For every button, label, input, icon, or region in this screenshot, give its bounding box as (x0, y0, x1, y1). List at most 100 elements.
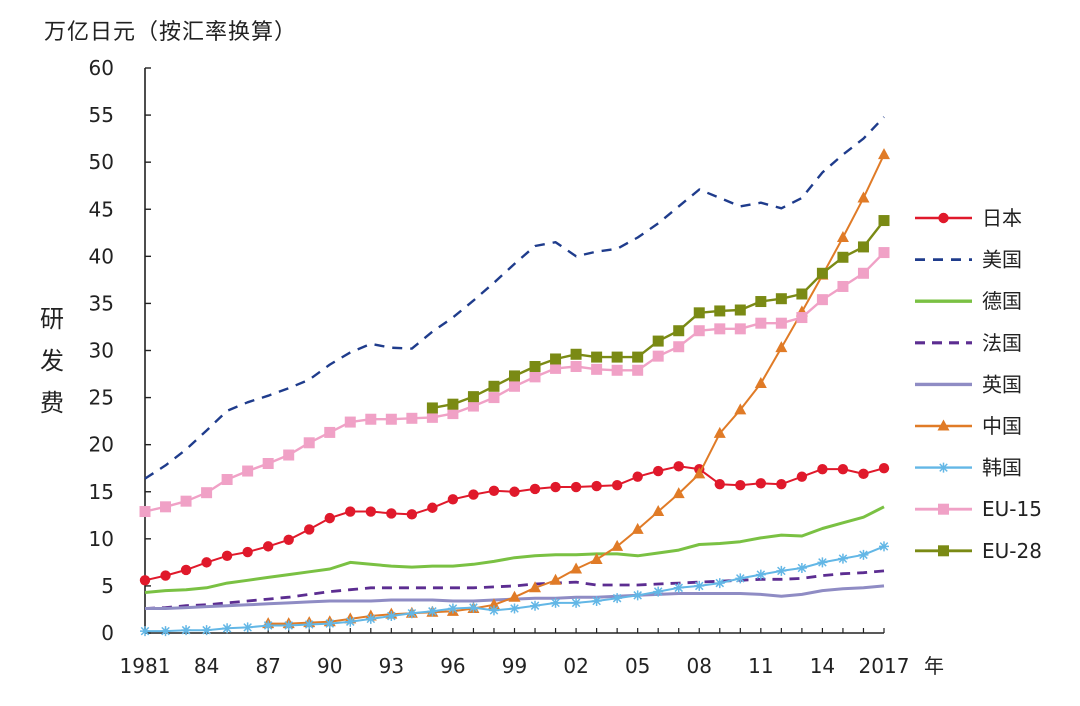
legend-label: 美国 (982, 248, 1022, 272)
data-point (611, 479, 623, 491)
data-point (837, 463, 849, 475)
data-point (735, 573, 746, 584)
data-point (529, 371, 541, 383)
data-point (303, 437, 315, 449)
y-tick-label: 60 (89, 56, 114, 80)
series-line (144, 465, 885, 582)
data-point (365, 413, 377, 425)
data-point (467, 391, 479, 403)
data-point (611, 351, 623, 363)
data-point (632, 351, 644, 363)
data-point (653, 586, 664, 597)
data-point (570, 562, 583, 574)
legend-entry: 美国 (915, 248, 1022, 272)
y-tick-label: 30 (89, 339, 114, 363)
data-point (468, 489, 479, 500)
y-tick-label: 20 (89, 433, 114, 457)
data-point (509, 380, 520, 392)
data-point (160, 570, 171, 581)
data-point (426, 402, 438, 414)
legend-label: EU-15 (982, 497, 1042, 521)
data-point (611, 364, 623, 376)
series-line (268, 154, 885, 625)
legend-label: 法国 (982, 331, 1022, 355)
data-point (549, 573, 562, 585)
legend-label: 韩国 (982, 456, 1022, 480)
x-tick-label: 1981 (120, 654, 171, 678)
x-tick-label: 11 (748, 654, 773, 678)
data-point (652, 505, 665, 517)
data-point (693, 467, 706, 479)
series-美国 (144, 116, 885, 480)
data-point (140, 626, 150, 637)
data-point (817, 557, 828, 568)
data-point (714, 578, 725, 589)
series-line (144, 116, 885, 480)
data-point (714, 323, 726, 335)
y-axis-label-char: 费 (40, 389, 64, 417)
data-point (611, 539, 624, 551)
data-point (345, 616, 356, 627)
data-point (796, 288, 808, 300)
data-point (550, 362, 562, 374)
series-EU-15 (139, 247, 890, 518)
data-point (878, 215, 890, 227)
legend-entry: 日本 (915, 206, 1022, 230)
data-point (652, 335, 664, 347)
x-tick-label: 96 (440, 654, 465, 678)
data-point (447, 408, 459, 420)
series-EU-28 (426, 215, 890, 414)
data-point (713, 426, 726, 438)
legend-marker (937, 419, 950, 431)
x-tick-label: 93 (379, 654, 404, 678)
y-tick-label: 10 (89, 527, 114, 551)
legend-label: 日本 (982, 206, 1022, 230)
data-point (673, 325, 685, 337)
data-point (796, 563, 807, 574)
data-point (160, 501, 172, 513)
data-point (754, 376, 767, 388)
legend-marker (938, 462, 949, 473)
legend-label: EU-28 (982, 539, 1042, 563)
data-point (775, 293, 787, 305)
legend-label: 德国 (982, 289, 1022, 313)
data-point (816, 267, 828, 279)
series-日本 (139, 461, 890, 586)
unit-label: 万亿日元（按汇率换算） (44, 20, 298, 45)
data-point (508, 590, 521, 602)
data-point (672, 487, 685, 499)
legend-marker (938, 212, 949, 224)
x-tick-label: 2017 (859, 654, 910, 678)
data-point (817, 463, 828, 475)
y-tick-label: 35 (89, 291, 114, 315)
y-axis-label-char: 研 (40, 305, 64, 333)
y-tick-label: 50 (89, 150, 114, 174)
data-point (550, 481, 561, 493)
data-point (221, 550, 233, 561)
data-point (365, 506, 377, 517)
legend-entry: 德国 (915, 289, 1022, 313)
data-point (180, 564, 192, 576)
data-point (447, 398, 459, 410)
y-tick-label: 55 (89, 103, 114, 127)
data-point (612, 593, 623, 604)
data-point (590, 553, 603, 565)
data-point (836, 231, 849, 242)
x-tick-label: 14 (810, 654, 835, 678)
legend-label: 英国 (982, 372, 1022, 396)
data-point (755, 317, 767, 329)
legend-entry: 中国 (915, 414, 1022, 438)
data-point (488, 485, 500, 497)
data-point (652, 350, 664, 362)
x-tick-label: 87 (255, 654, 280, 678)
x-axis-label: 年 (924, 654, 944, 678)
data-point (344, 416, 356, 428)
data-point (879, 541, 889, 552)
data-point (591, 363, 603, 375)
data-point (304, 619, 315, 630)
data-point (878, 247, 890, 259)
data-point (386, 611, 397, 622)
